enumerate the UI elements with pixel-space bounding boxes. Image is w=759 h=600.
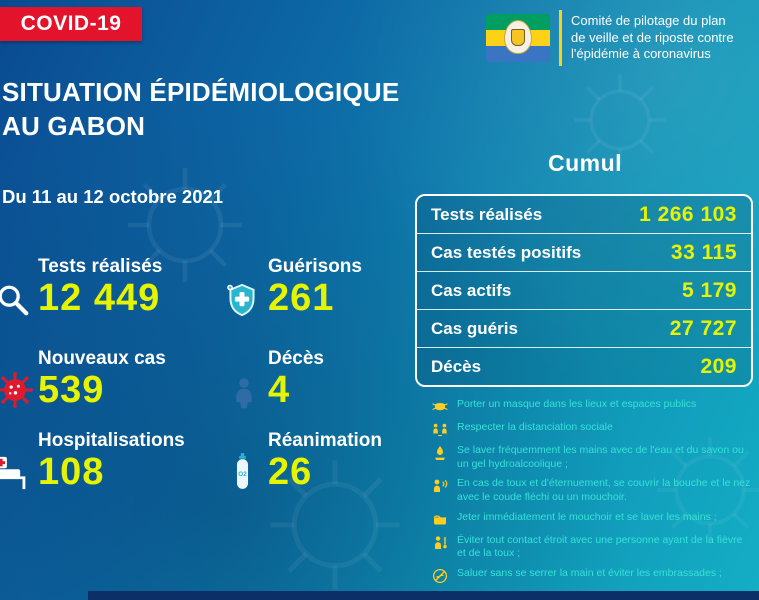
cumul-row-deces: Décès 209 xyxy=(417,348,751,385)
advice-item: Éviter tout contact étroit avec une pers… xyxy=(432,534,754,561)
cumul-value: 5 179 xyxy=(681,278,737,302)
distancing-icon xyxy=(432,422,448,438)
committee-line-3: l'épidémie à coronavirus xyxy=(571,46,711,62)
advice-text: En cas de toux et d'éternuement, se couv… xyxy=(457,477,751,503)
advice-text: Porter un masque dans les lieux et espac… xyxy=(457,398,697,410)
title-line-2: AU GABON xyxy=(2,110,146,141)
cumul-heading: Cumul xyxy=(547,150,623,176)
cumul-row-gueris: Cas guéris 27 727 xyxy=(417,310,751,348)
yellow-divider xyxy=(559,10,562,66)
committee-block: Comité de pilotage du plan de veille et … xyxy=(486,10,753,66)
advice-text: Saluer sans se serrer la main et éviter … xyxy=(457,566,722,579)
cumul-value: 209 xyxy=(700,354,737,378)
stat-label: Décès xyxy=(268,348,324,369)
advice-list: Porter un masque dans les lieux et espac… xyxy=(432,398,754,600)
cumul-row-tests: Tests réalisés 1 266 103 xyxy=(417,196,751,234)
stat-value: 108 xyxy=(38,451,105,493)
stat-value: 12 449 xyxy=(38,277,161,319)
shield-emblem xyxy=(511,28,525,46)
stat-label: Guérisons xyxy=(268,256,362,277)
cumul-value: 27 727 xyxy=(669,316,737,340)
magnifier-icon xyxy=(0,283,30,317)
cumul-label: Tests réalisés xyxy=(431,204,543,224)
gabon-emblem xyxy=(486,14,550,62)
cumul-label: Cas actifs xyxy=(431,280,512,300)
stat-label: Hospitalisations xyxy=(38,430,185,451)
shield-cross-icon xyxy=(226,283,258,317)
flag-stripe-blue xyxy=(486,46,550,62)
advice-text: Se laver fréquemment les mains avec de l… xyxy=(457,444,744,470)
advice-item: Saluer sans se serrer la main et éviter … xyxy=(432,567,754,584)
cumul-row-positifs: Cas testés positifs 33 115 xyxy=(417,234,751,272)
advice-item: Jeter immédiatement le mouchoir et se la… xyxy=(432,511,754,528)
advice-item: Se laver fréquemment les mains avec de l… xyxy=(432,444,754,471)
cumul-value: 33 115 xyxy=(670,240,737,264)
advice-text: Éviter tout contact étroit avec une pers… xyxy=(457,533,743,560)
stat-label: Tests réalisés xyxy=(38,256,163,277)
bottom-bar xyxy=(88,591,759,600)
fever-icon xyxy=(432,535,448,551)
stat-nouveaux-cas: Nouveaux cas 539 xyxy=(0,348,221,411)
stat-value: 261 xyxy=(268,277,335,319)
cumul-label: Décès xyxy=(431,356,482,376)
hospital-bed-icon xyxy=(0,455,28,491)
mask-icon xyxy=(432,399,448,415)
banner-label: COVID-19 xyxy=(20,12,122,35)
oxygen-tank-icon: O2 xyxy=(234,451,251,491)
advice-text: Jeter immédiatement le mouchoir et se la… xyxy=(457,510,717,523)
greeting-icon xyxy=(432,568,448,584)
virus-icon xyxy=(0,371,34,409)
cumul-label: Cas guéris xyxy=(431,318,518,338)
cumul-label: Cas testés positifs xyxy=(431,242,582,262)
advice-item: Porter un masque dans les lieux et espac… xyxy=(432,398,754,415)
stat-deces: Décès 4 xyxy=(226,348,451,411)
person-icon xyxy=(232,377,256,409)
advice-item: En cas de toux et d'éternuement, se couv… xyxy=(432,477,754,504)
stat-guerisons: Guérisons 261 xyxy=(226,256,451,319)
coat-of-arms xyxy=(504,20,532,54)
committee-text: Comité de pilotage du plan de veille et … xyxy=(571,13,753,63)
cumul-row-actifs: Cas actifs 5 179 xyxy=(417,272,751,310)
stat-reanimation: O2 Réanimation 26 xyxy=(226,430,451,493)
cumul-value: 1 266 103 xyxy=(639,202,737,226)
stat-value: 4 xyxy=(268,369,291,411)
covid-banner: COVID-19 xyxy=(0,7,142,41)
page-title: SITUATION ÉPIDÉMIOLOGIQUE AU GABON xyxy=(2,76,399,144)
stat-label: Nouveaux cas xyxy=(38,348,166,369)
stat-hospitalisations: Hospitalisations 108 xyxy=(0,430,221,493)
title-line-1: SITUATION ÉPIDÉMIOLOGIQUE xyxy=(2,77,400,107)
committee-line-1: Comité de pilotage du plan xyxy=(571,13,726,29)
stat-label: Réanimation xyxy=(268,430,383,451)
reporting-period: Du 11 au 12 octobre 2021 xyxy=(2,186,224,207)
tissue-icon xyxy=(432,512,448,528)
cumul-table: Tests réalisés 1 266 103 Cas testés posi… xyxy=(415,194,753,387)
cough-elbow-icon xyxy=(432,478,448,494)
stat-value: 539 xyxy=(38,369,105,411)
stat-tests: Tests réalisés 12 449 xyxy=(0,256,221,319)
committee-line-2: de veille et de riposte contre xyxy=(571,29,734,45)
stat-value: 26 xyxy=(268,451,313,493)
advice-item: Respecter la distanciation sociale xyxy=(432,421,754,438)
hand-wash-icon xyxy=(432,445,448,461)
advice-text: Respecter la distanciation sociale xyxy=(457,421,613,433)
svg-text:O2: O2 xyxy=(238,471,247,478)
